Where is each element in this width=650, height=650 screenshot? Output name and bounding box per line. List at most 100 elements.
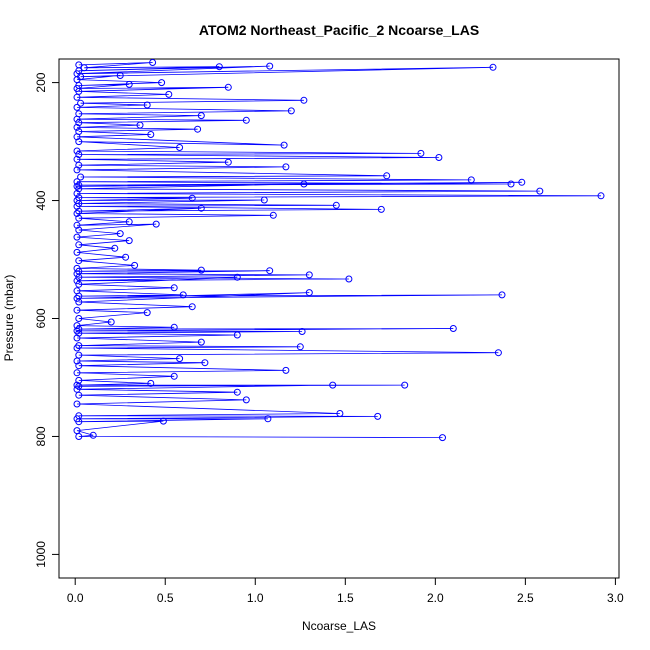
data-point [296,343,304,351]
data-point [332,201,340,209]
data-point [73,294,81,302]
data-point [282,163,290,171]
data-point [73,202,81,210]
data-point [280,141,288,149]
data-point [111,244,119,252]
y-tick-label: 800 [34,426,48,446]
data-point [188,303,196,311]
y-tick-label: 1000 [34,541,48,568]
data-point [73,233,81,241]
data-point [75,362,83,370]
data-point [73,147,81,155]
data-point [107,318,115,326]
data-point [73,115,81,123]
data-point [73,369,81,377]
data-point [179,291,187,299]
y-tick-label: 400 [34,190,48,210]
data-point [136,121,144,129]
data-point [125,218,133,226]
data-point [73,270,81,278]
data-point [176,144,184,151]
data-point [266,62,274,70]
data-point [269,211,277,219]
data-point [75,433,83,440]
data-point [159,417,167,425]
data-point [75,181,83,189]
data-point [75,329,83,337]
data-point [77,99,85,107]
data-point [305,289,313,297]
data-point [536,187,544,195]
x-tick-label: 2.5 [517,591,534,605]
data-point [494,349,502,357]
data-point [197,204,205,212]
data-point [75,161,83,169]
data-point [507,180,515,188]
data-point [336,410,344,417]
data-point [197,266,205,274]
data-point [75,138,83,146]
chart-title: ATOM2 Northeast_Pacific_2 Ncoarse_LAS [199,22,479,38]
data-point [233,273,241,281]
data-point [264,415,272,423]
data-point [170,284,178,292]
data-point [417,149,425,157]
data-point [435,154,443,161]
data-point [75,226,83,234]
data-point [73,210,81,217]
data-point [329,381,337,389]
data-point [158,79,166,87]
data-point [75,315,83,322]
data-point [73,190,81,197]
data-point [73,123,81,131]
data-point [242,396,250,404]
data-point [401,381,409,389]
data-point [224,158,232,166]
data-point [374,412,382,420]
data-point [498,291,506,299]
data-point [75,257,83,265]
data-point [73,133,81,141]
x-tick-label: 1.0 [247,591,264,605]
data-point [73,327,81,335]
data-point [75,151,83,158]
data-point [73,344,81,352]
data-point [197,338,205,346]
data-point [197,112,205,120]
data-point [215,63,223,71]
series-line [76,62,602,438]
data-point [116,230,124,238]
x-tick-label: 0.0 [67,591,84,605]
data-point [242,116,250,124]
data-point [489,63,497,71]
y-tick-label: 600 [34,308,48,328]
data-point [73,322,81,330]
data-point [73,93,81,101]
data-point [300,180,308,188]
data-point [75,280,83,288]
data-point [143,101,151,109]
data-point [75,418,83,426]
data-point [298,328,306,335]
data-point [125,80,133,88]
data-point [233,331,241,339]
data-point [345,275,353,283]
data-point [73,277,81,285]
data-point [77,173,85,181]
x-axis-label: Ncoarse_LAS [302,619,376,633]
data-point [377,205,385,213]
data-point [75,273,83,281]
data-point [73,221,81,229]
data-point [233,388,241,396]
data-point [518,178,526,186]
x-axis: 0.0 0.5 1.0 1.5 2.0 2.5 3.0 [67,577,624,605]
data-point [188,194,196,202]
data-point [439,434,446,442]
data-point [75,185,83,193]
data-point [73,178,81,186]
x-tick-label: 3.0 [607,591,624,605]
data-point [170,323,178,331]
y-tick-label: 200 [34,72,48,92]
